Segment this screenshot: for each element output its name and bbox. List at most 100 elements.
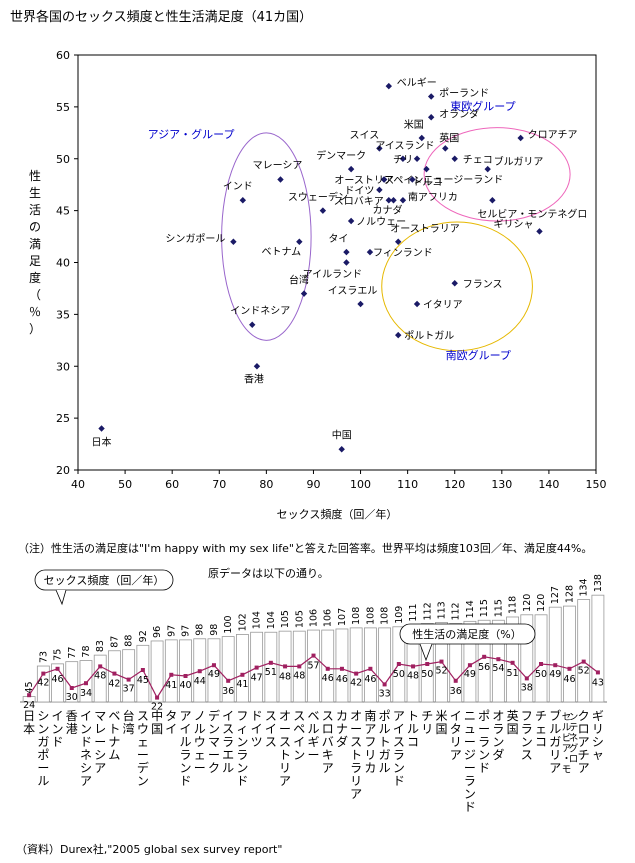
category-label: オーストラリア xyxy=(350,709,362,801)
frequency-bar xyxy=(264,631,278,703)
category-label: 中国 xyxy=(151,708,163,736)
scatter-point xyxy=(249,321,256,328)
category-label: ノルウェー xyxy=(194,709,206,775)
category-label-text: クロアチア xyxy=(578,709,590,775)
scatter-point xyxy=(319,207,327,214)
asia-group-label: アジア・グループ xyxy=(148,127,235,141)
satisfaction-value-label: 50 xyxy=(393,669,405,680)
frequency-value-label: 127 xyxy=(550,586,561,604)
satisfaction-point xyxy=(539,662,544,666)
category-label-text: セルビア・モ xyxy=(562,712,572,776)
scatter-point xyxy=(395,238,402,245)
category-label: カナダ xyxy=(336,709,348,749)
scatter-point xyxy=(390,197,397,204)
y-tick-label: 45 xyxy=(56,205,70,218)
y-tick-label: 30 xyxy=(56,360,70,373)
category-label-text: オランダ xyxy=(492,709,504,762)
category-label: タイ xyxy=(165,709,177,736)
scatter-point xyxy=(517,134,524,142)
category-label-text: アイルランド xyxy=(180,709,192,788)
category-label-text: ブルガリア xyxy=(549,708,561,775)
frequency-value-label: 104 xyxy=(252,611,263,629)
scatter-point xyxy=(366,248,374,256)
satisfaction-value-label: 37 xyxy=(123,684,135,695)
satisfaction-point xyxy=(69,686,74,690)
frequency-value-label: 108 xyxy=(365,607,376,625)
category-label: 香港 xyxy=(66,709,78,736)
satisfaction-value-label: 49 xyxy=(464,669,476,680)
point-label: 中国 xyxy=(332,428,352,441)
satisfaction-value-label: 42 xyxy=(37,678,49,689)
scatter-point xyxy=(451,155,458,162)
satisfaction-value-label: 41 xyxy=(165,680,177,691)
scatter-point xyxy=(385,82,392,90)
satisfaction-value-label: 42 xyxy=(350,678,362,689)
category-label-text: ベトナム xyxy=(108,709,120,762)
category-label-text: イスラエル xyxy=(222,709,234,775)
satisfaction-point xyxy=(297,664,302,669)
frequency-callout-pointer xyxy=(55,589,67,606)
point-label: デンマーク xyxy=(316,149,366,162)
point-label: マレーシア xyxy=(253,161,303,172)
chart-note: （注）性生活の満足度は"I'm happy with my sex life"と… xyxy=(18,542,593,555)
satisfaction-callout-box xyxy=(399,623,536,645)
frequency-value-label: 100 xyxy=(223,615,234,633)
category-label: アイルランド xyxy=(180,709,192,788)
satisfaction-value-label: 48 xyxy=(407,670,419,681)
satisfaction-point xyxy=(311,653,316,658)
category-label-text: オーストラリア xyxy=(350,709,362,801)
frequency-bar xyxy=(164,639,178,703)
satisfaction-value-label: 57 xyxy=(307,661,319,672)
frequency-bar xyxy=(577,599,591,703)
point-label: 米国 xyxy=(404,118,424,131)
category-label: ポルトガル xyxy=(379,709,391,775)
x-tick-label: 140 xyxy=(538,478,559,491)
frequency-value-label: 78 xyxy=(81,645,92,657)
y-tick-label: 40 xyxy=(56,257,70,270)
satisfaction-point xyxy=(524,676,529,681)
category-label-text: 日本 xyxy=(23,709,35,736)
frequency-value-label: 87 xyxy=(109,636,120,648)
frequency-value-label: 97 xyxy=(181,625,192,637)
category-label-text: 南アフリカ xyxy=(364,708,376,775)
satisfaction-point xyxy=(396,662,401,666)
x-tick-label: 60 xyxy=(165,478,179,491)
frequency-value-label: 77 xyxy=(67,647,78,659)
point-label: オーストリア xyxy=(334,175,394,187)
frequency-value-label: 138 xyxy=(593,574,604,592)
satisfaction-value-label: 48 xyxy=(293,670,305,681)
frequency-callout-box xyxy=(34,569,174,591)
frequency-bar xyxy=(93,654,107,703)
category-label-text: フィンランド xyxy=(236,709,248,788)
satisfaction-point xyxy=(553,663,558,668)
point-label: トルコ xyxy=(412,178,442,189)
scatter-point xyxy=(230,238,237,245)
east-group-ellipse xyxy=(423,127,571,222)
scatter-point xyxy=(413,155,421,162)
point-label: ノルウェー xyxy=(356,216,406,228)
satisfaction-point xyxy=(98,664,103,669)
satisfaction-point xyxy=(453,678,458,683)
y-tick-label: 20 xyxy=(56,464,70,477)
satisfaction-point xyxy=(496,657,501,662)
satisfaction-point xyxy=(254,665,259,670)
satisfaction-point xyxy=(155,695,160,700)
frequency-value-label: 113 xyxy=(436,601,447,619)
category-label-text: デンマーク xyxy=(208,708,220,775)
scatter-point xyxy=(427,114,435,121)
category-label: イタリア xyxy=(450,709,462,762)
category-label-text: 米国 xyxy=(435,709,447,736)
scatter-point xyxy=(376,186,383,194)
satisfaction-value-label: 38 xyxy=(521,682,533,693)
satisfaction-point xyxy=(112,671,117,676)
category-label: ポーランド xyxy=(478,709,490,775)
category-label-text: スロバキア xyxy=(322,709,334,775)
satisfaction-point xyxy=(467,663,472,668)
satisfaction-value-label: 36 xyxy=(450,686,462,697)
point-label: オーストラリア xyxy=(390,223,460,235)
satisfaction-callout-pointer xyxy=(419,643,433,662)
chart-title: 世界各国のセックス頻度と性生活満足度（41カ国） xyxy=(10,10,313,25)
satisfaction-point xyxy=(482,654,487,659)
category-label: スロバキア xyxy=(322,709,334,775)
point-label: ギリシャ xyxy=(493,218,533,230)
